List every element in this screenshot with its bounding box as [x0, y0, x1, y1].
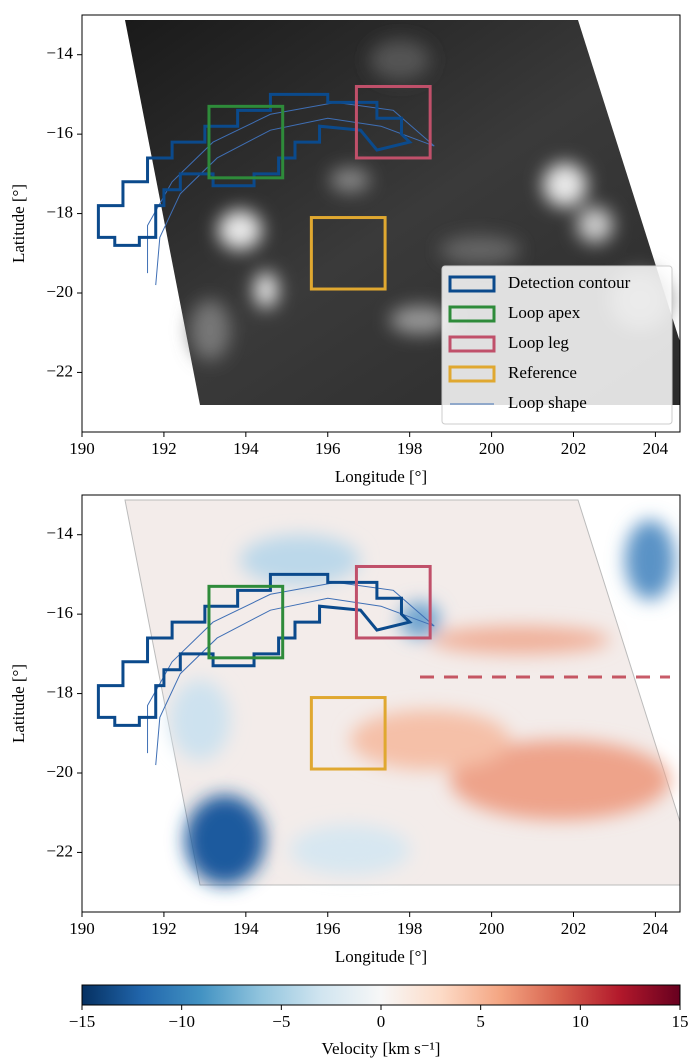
y-tick-label: −16: [46, 603, 73, 622]
detection-contour: [96, 572, 413, 727]
y-tick-label: −14: [46, 44, 73, 63]
axes-frame: [81, 14, 681, 433]
region-box: [207, 584, 285, 660]
colorbar-tick-label: 15: [672, 1012, 689, 1031]
x-axis-label: Longitude [°]: [335, 947, 427, 966]
x-tick-label: 200: [479, 439, 505, 458]
x-tick-label: 198: [397, 919, 423, 938]
x-tick-label: 202: [561, 919, 587, 938]
colorbar-tick-label: 5: [476, 1012, 485, 1031]
y-tick-label: −22: [46, 841, 73, 860]
x-tick-label: 204: [643, 439, 669, 458]
y-tick-label: −20: [46, 282, 73, 301]
region-box: [309, 216, 387, 291]
x-tick-label: 192: [151, 919, 177, 938]
region-box: [207, 104, 285, 180]
x-tick-label: 200: [479, 919, 505, 938]
detection-contour: [96, 92, 413, 247]
y-tick-label: −18: [46, 682, 73, 701]
legend-label: Detection contour: [508, 273, 631, 292]
y-tick-label: −18: [46, 202, 73, 221]
colorbar-tick-label: −5: [272, 1012, 290, 1031]
x-tick-label: 190: [69, 919, 95, 938]
legend-label: Reference: [508, 363, 577, 382]
colorbar-tick-label: 10: [572, 1012, 589, 1031]
overlays: [96, 84, 435, 291]
legend-handle: [448, 335, 496, 353]
legend-handle: [448, 365, 496, 383]
overlays: [96, 564, 435, 771]
y-tick-label: −22: [46, 361, 73, 380]
colorbar-tick-label: −10: [168, 1012, 195, 1031]
legend-handle: [448, 275, 496, 293]
x-tick-label: 194: [233, 919, 259, 938]
x-tick-label: 194: [233, 439, 259, 458]
colorbar-label: Velocity [km s⁻¹]: [322, 1039, 441, 1058]
axes-frame: [81, 494, 681, 913]
y-tick-label: −20: [46, 762, 73, 781]
colorbar-tick-label: −15: [69, 1012, 96, 1031]
colorbar-tick-label: 0: [377, 1012, 386, 1031]
y-axis-label: Latitude [°]: [9, 184, 28, 263]
x-tick-label: 190: [69, 439, 95, 458]
x-tick-label: 196: [315, 919, 341, 938]
y-tick-label: −14: [46, 524, 73, 543]
loop-shape: [147, 581, 435, 766]
region-box: [309, 696, 387, 771]
legend-box: [441, 265, 673, 425]
x-tick-label: 204: [643, 919, 669, 938]
loop-shape: [147, 101, 435, 286]
legend-label: Loop leg: [508, 333, 569, 352]
region-box: [354, 84, 432, 160]
region-box: [354, 564, 432, 640]
y-tick-label: −16: [46, 123, 73, 142]
x-tick-label: 196: [315, 439, 341, 458]
x-tick-label: 192: [151, 439, 177, 458]
x-axis-label: Longitude [°]: [335, 467, 427, 486]
legend-label: Loop shape: [508, 393, 587, 412]
velocity-image: [124, 499, 680, 886]
y-axis-label: Latitude [°]: [9, 664, 28, 743]
legend-handle: [448, 305, 496, 323]
colorbar: [81, 984, 681, 1006]
x-tick-label: 202: [561, 439, 587, 458]
legend-label: Loop apex: [508, 303, 581, 322]
x-tick-label: 198: [397, 439, 423, 458]
